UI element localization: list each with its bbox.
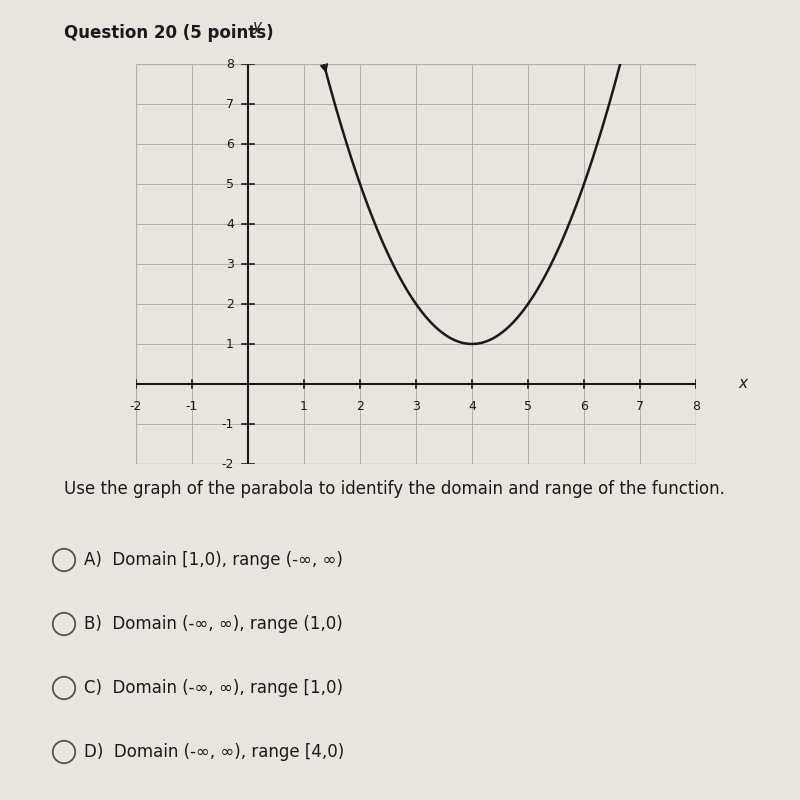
Text: 3: 3 [226,258,234,270]
Text: Use the graph of the parabola to identify the domain and range of the function.: Use the graph of the parabola to identif… [64,480,725,498]
Text: -1: -1 [222,418,234,430]
Text: 4: 4 [468,400,476,413]
Text: 6: 6 [580,400,588,413]
Text: D)  Domain (-∞, ∞), range [4,0): D) Domain (-∞, ∞), range [4,0) [84,743,344,761]
Text: 4: 4 [226,218,234,230]
Text: C)  Domain (-∞, ∞), range [1,0): C) Domain (-∞, ∞), range [1,0) [84,679,343,697]
Text: Question 20 (5 points): Question 20 (5 points) [64,24,274,42]
Text: 7: 7 [636,400,644,413]
Text: 2: 2 [356,400,364,413]
Text: 3: 3 [412,400,420,413]
Text: 7: 7 [226,98,234,110]
Text: -2: -2 [222,458,234,470]
Text: y: y [252,19,261,34]
Text: 1: 1 [300,400,308,413]
Text: 1: 1 [226,338,234,350]
Text: B)  Domain (-∞, ∞), range (1,0): B) Domain (-∞, ∞), range (1,0) [84,615,342,633]
Text: A)  Domain [1,0), range (-∞, ∞): A) Domain [1,0), range (-∞, ∞) [84,551,343,569]
Text: 8: 8 [692,400,700,413]
Text: 6: 6 [226,138,234,150]
Text: 8: 8 [226,58,234,70]
Text: 5: 5 [524,400,532,413]
Text: x: x [738,377,747,391]
Text: 2: 2 [226,298,234,310]
Text: -2: -2 [130,400,142,413]
Text: 5: 5 [226,178,234,190]
Text: -1: -1 [186,400,198,413]
